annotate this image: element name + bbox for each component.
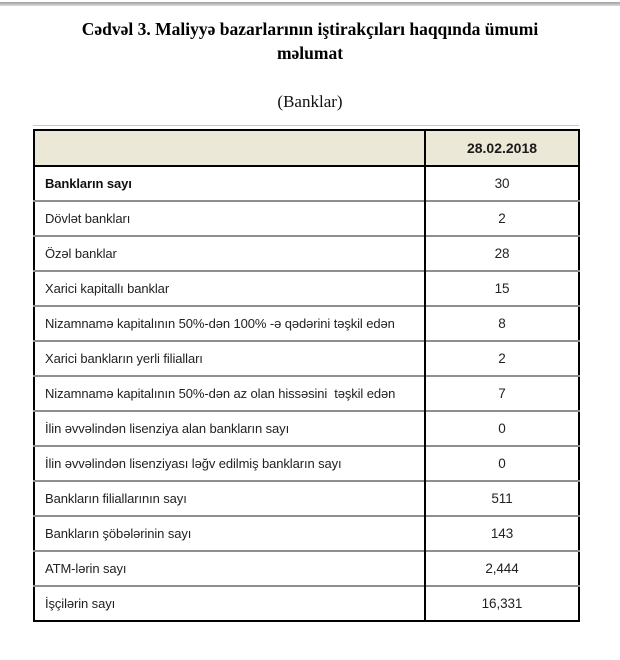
row-value-cell: 511 bbox=[425, 480, 579, 517]
table-row: İlin əvvəlindən lisenziya alan bankların… bbox=[34, 410, 579, 447]
row-value-cell: 8 bbox=[425, 305, 579, 342]
row-label-cell: Bankların filiallarının sayı bbox=[34, 480, 426, 517]
row-label-cell: İlin əvvəlindən lisenziyası ləğv edilmiş… bbox=[34, 445, 426, 482]
table-row: İşçilərin sayı 16,331 bbox=[34, 585, 579, 622]
table-row: İlin əvvəlindən lisenziyası ləğv edilmiş… bbox=[34, 445, 579, 482]
row-value-cell: 0 bbox=[425, 410, 579, 447]
table-row: Bankların şöbələrinin sayı 143 bbox=[34, 515, 579, 552]
table-row: Bankların filiallarının sayı 511 bbox=[34, 480, 579, 517]
label-header-cell bbox=[34, 130, 426, 168]
row-label-cell: İlin əvvəlindən lisenziya alan bankların… bbox=[34, 410, 426, 447]
table-row: Özəl banklar 28 bbox=[34, 235, 579, 272]
table-row: Xarici bankların yerli filialları 2 bbox=[34, 340, 579, 377]
table-row: Nizamnamə kapitalının 50%-dən 100% -ə qə… bbox=[34, 305, 579, 342]
table-header-row: 28.02.2018 bbox=[34, 130, 579, 168]
row-label-cell: Nizamnamə kapitalının 50%-dən 100% -ə qə… bbox=[34, 305, 426, 342]
table-row: ATM-lərin sayı 2,444 bbox=[34, 550, 579, 587]
row-value-cell: 2,444 bbox=[425, 550, 579, 587]
row-value-cell: 28 bbox=[425, 235, 579, 272]
row-label-cell: Bankların sayı bbox=[34, 166, 426, 202]
row-label-cell: Xarici bankların yerli filialları bbox=[34, 340, 426, 377]
page-title: Cədvəl 3. Maliyyə bazarlarının iştirakçı… bbox=[81, 19, 539, 63]
table-row: Xarici kapitallı banklar 15 bbox=[34, 270, 579, 307]
row-label-cell: Nizamnamə kapitalının 50%-dən az olan hi… bbox=[34, 375, 426, 412]
row-label-cell: İşçilərin sayı bbox=[34, 585, 426, 622]
row-value-cell: 143 bbox=[425, 515, 579, 552]
row-value-cell: 0 bbox=[425, 445, 579, 482]
row-label-cell: ATM-lərin sayı bbox=[34, 550, 426, 587]
banks-table-wrap: 28.02.2018 Bankların sayı 30 Dövlət bank… bbox=[33, 125, 580, 623]
row-value-cell: 2 bbox=[425, 200, 579, 237]
table-row: Bankların sayı 30 bbox=[34, 166, 579, 202]
table-row: Nizamnamə kapitalının 50%-dən az olan hi… bbox=[34, 375, 579, 412]
date-header-cell: 28.02.2018 bbox=[425, 130, 579, 168]
banks-table-body: Bankların sayı 30 Dövlət bankları 2 Özəl… bbox=[34, 166, 579, 622]
banks-table: 28.02.2018 Bankların sayı 30 Dövlət bank… bbox=[33, 129, 580, 623]
row-label-cell: Özəl banklar bbox=[34, 235, 426, 272]
page-top-rule bbox=[0, 2, 620, 6]
table-row: Dövlət bankları 2 bbox=[34, 200, 579, 237]
page-subtitle: (Banklar) bbox=[277, 92, 343, 112]
row-label-cell: Bankların şöbələrinin sayı bbox=[34, 515, 426, 552]
row-label-cell: Xarici kapitallı banklar bbox=[34, 270, 426, 307]
row-label-cell: Dövlət bankları bbox=[34, 200, 426, 237]
row-value-cell: 7 bbox=[425, 375, 579, 412]
row-value-cell: 16,331 bbox=[425, 585, 579, 622]
row-value-cell: 2 bbox=[425, 340, 579, 377]
row-value-cell: 30 bbox=[494, 176, 510, 192]
row-value-cell: 15 bbox=[425, 270, 579, 307]
